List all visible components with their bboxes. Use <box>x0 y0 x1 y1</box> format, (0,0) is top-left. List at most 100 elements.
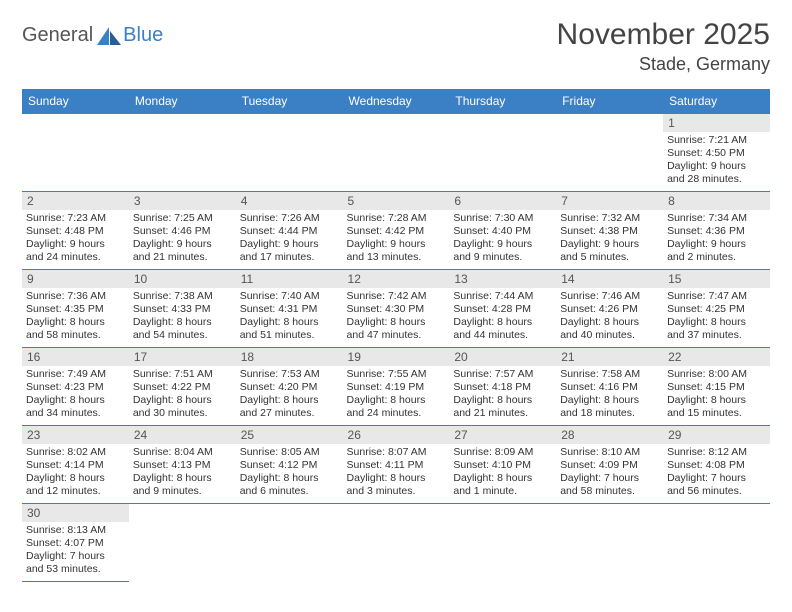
day-number: 29 <box>663 426 770 444</box>
sunrise-text: Sunrise: 8:12 AM <box>667 446 766 459</box>
day-entries: Sunrise: 7:34 AMSunset: 4:36 PMDaylight:… <box>663 210 770 269</box>
sunrise-text: Sunrise: 7:57 AM <box>453 368 552 381</box>
sunset-text: Sunset: 4:42 PM <box>347 225 446 238</box>
daylight-text: Daylight: 8 hours and 34 minutes. <box>26 394 125 420</box>
day-entries: Sunrise: 8:04 AMSunset: 4:13 PMDaylight:… <box>129 444 236 503</box>
day-entries: Sunrise: 7:25 AMSunset: 4:46 PMDaylight:… <box>129 210 236 269</box>
day-cell: 19Sunrise: 7:55 AMSunset: 4:19 PMDayligh… <box>343 348 450 426</box>
day-entries: Sunrise: 8:09 AMSunset: 4:10 PMDaylight:… <box>449 444 556 503</box>
day-cell <box>556 504 663 582</box>
daylight-text: Daylight: 7 hours and 53 minutes. <box>26 550 125 576</box>
daylight-text: Daylight: 8 hours and 18 minutes. <box>560 394 659 420</box>
sunset-text: Sunset: 4:38 PM <box>560 225 659 238</box>
day-number: 24 <box>129 426 236 444</box>
daylight-text: Daylight: 8 hours and 44 minutes. <box>453 316 552 342</box>
sunrise-text: Sunrise: 8:10 AM <box>560 446 659 459</box>
day-cell <box>556 114 663 192</box>
sunset-text: Sunset: 4:33 PM <box>133 303 232 316</box>
day-number: 20 <box>449 348 556 366</box>
day-number: 5 <box>343 192 450 210</box>
sunrise-text: Sunrise: 7:40 AM <box>240 290 339 303</box>
day-entries: Sunrise: 7:49 AMSunset: 4:23 PMDaylight:… <box>22 366 129 425</box>
day-entries: Sunrise: 7:30 AMSunset: 4:40 PMDaylight:… <box>449 210 556 269</box>
sunrise-text: Sunrise: 7:42 AM <box>347 290 446 303</box>
day-number: 7 <box>556 192 663 210</box>
sunrise-text: Sunrise: 7:32 AM <box>560 212 659 225</box>
day-cell: 23Sunrise: 8:02 AMSunset: 4:14 PMDayligh… <box>22 426 129 504</box>
day-number: 1 <box>663 114 770 132</box>
week-row: 23Sunrise: 8:02 AMSunset: 4:14 PMDayligh… <box>22 426 770 504</box>
day-cell: 30Sunrise: 8:13 AMSunset: 4:07 PMDayligh… <box>22 504 129 582</box>
sunset-text: Sunset: 4:11 PM <box>347 459 446 472</box>
sunrise-text: Sunrise: 7:21 AM <box>667 134 766 147</box>
title-block: November 2025 Stade, Germany <box>557 18 770 75</box>
sunset-text: Sunset: 4:26 PM <box>560 303 659 316</box>
day-cell: 27Sunrise: 8:09 AMSunset: 4:10 PMDayligh… <box>449 426 556 504</box>
day-number: 3 <box>129 192 236 210</box>
week-row: 30Sunrise: 8:13 AMSunset: 4:07 PMDayligh… <box>22 504 770 582</box>
day-cell: 4Sunrise: 7:26 AMSunset: 4:44 PMDaylight… <box>236 192 343 270</box>
day-number: 15 <box>663 270 770 288</box>
day-number: 26 <box>343 426 450 444</box>
logo-text-general: General <box>22 24 93 47</box>
day-cell: 12Sunrise: 7:42 AMSunset: 4:30 PMDayligh… <box>343 270 450 348</box>
sunrise-text: Sunrise: 7:53 AM <box>240 368 339 381</box>
day-entries: Sunrise: 8:10 AMSunset: 4:09 PMDaylight:… <box>556 444 663 503</box>
sunset-text: Sunset: 4:13 PM <box>133 459 232 472</box>
day-number: 25 <box>236 426 343 444</box>
sunrise-text: Sunrise: 7:38 AM <box>133 290 232 303</box>
day-cell: 2Sunrise: 7:23 AMSunset: 4:48 PMDaylight… <box>22 192 129 270</box>
day-entries: Sunrise: 7:44 AMSunset: 4:28 PMDaylight:… <box>449 288 556 347</box>
day-cell: 21Sunrise: 7:58 AMSunset: 4:16 PMDayligh… <box>556 348 663 426</box>
logo: General Blue <box>22 18 163 47</box>
daylight-text: Daylight: 8 hours and 3 minutes. <box>347 472 446 498</box>
day-number: 27 <box>449 426 556 444</box>
daylight-text: Daylight: 8 hours and 51 minutes. <box>240 316 339 342</box>
day-number: 10 <box>129 270 236 288</box>
daylight-text: Daylight: 9 hours and 13 minutes. <box>347 238 446 264</box>
daylight-text: Daylight: 9 hours and 28 minutes. <box>667 160 766 186</box>
daylight-text: Daylight: 9 hours and 5 minutes. <box>560 238 659 264</box>
daylight-text: Daylight: 8 hours and 58 minutes. <box>26 316 125 342</box>
logo-text-blue: Blue <box>123 24 163 47</box>
day-entries: Sunrise: 7:28 AMSunset: 4:42 PMDaylight:… <box>343 210 450 269</box>
day-cell <box>236 504 343 582</box>
day-entries: Sunrise: 7:58 AMSunset: 4:16 PMDaylight:… <box>556 366 663 425</box>
sunrise-text: Sunrise: 8:13 AM <box>26 524 125 537</box>
day-header: Friday <box>556 89 663 114</box>
day-number: 2 <box>22 192 129 210</box>
sunset-text: Sunset: 4:09 PM <box>560 459 659 472</box>
daylight-text: Daylight: 8 hours and 24 minutes. <box>347 394 446 420</box>
daylight-text: Daylight: 8 hours and 54 minutes. <box>133 316 232 342</box>
sunrise-text: Sunrise: 7:36 AM <box>26 290 125 303</box>
day-number: 18 <box>236 348 343 366</box>
daylight-text: Daylight: 7 hours and 58 minutes. <box>560 472 659 498</box>
day-cell <box>449 504 556 582</box>
daylight-text: Daylight: 8 hours and 30 minutes. <box>133 394 232 420</box>
sunrise-text: Sunrise: 7:49 AM <box>26 368 125 381</box>
sunset-text: Sunset: 4:35 PM <box>26 303 125 316</box>
sunset-text: Sunset: 4:46 PM <box>133 225 232 238</box>
day-entries: Sunrise: 8:12 AMSunset: 4:08 PMDaylight:… <box>663 444 770 503</box>
day-number: 13 <box>449 270 556 288</box>
location: Stade, Germany <box>557 54 770 75</box>
sunset-text: Sunset: 4:15 PM <box>667 381 766 394</box>
sunrise-text: Sunrise: 7:58 AM <box>560 368 659 381</box>
sunrise-text: Sunrise: 7:46 AM <box>560 290 659 303</box>
day-number: 12 <box>343 270 450 288</box>
day-number: 14 <box>556 270 663 288</box>
day-number: 6 <box>449 192 556 210</box>
day-cell: 7Sunrise: 7:32 AMSunset: 4:38 PMDaylight… <box>556 192 663 270</box>
day-entries: Sunrise: 7:38 AMSunset: 4:33 PMDaylight:… <box>129 288 236 347</box>
day-cell <box>663 504 770 582</box>
day-cell: 26Sunrise: 8:07 AMSunset: 4:11 PMDayligh… <box>343 426 450 504</box>
sunrise-text: Sunrise: 7:30 AM <box>453 212 552 225</box>
sunrise-text: Sunrise: 8:04 AM <box>133 446 232 459</box>
day-header: Tuesday <box>236 89 343 114</box>
sunrise-text: Sunrise: 8:00 AM <box>667 368 766 381</box>
day-cell: 1Sunrise: 7:21 AMSunset: 4:50 PMDaylight… <box>663 114 770 192</box>
day-cell <box>343 114 450 192</box>
sunset-text: Sunset: 4:12 PM <box>240 459 339 472</box>
day-entries: Sunrise: 7:32 AMSunset: 4:38 PMDaylight:… <box>556 210 663 269</box>
daylight-text: Daylight: 8 hours and 27 minutes. <box>240 394 339 420</box>
